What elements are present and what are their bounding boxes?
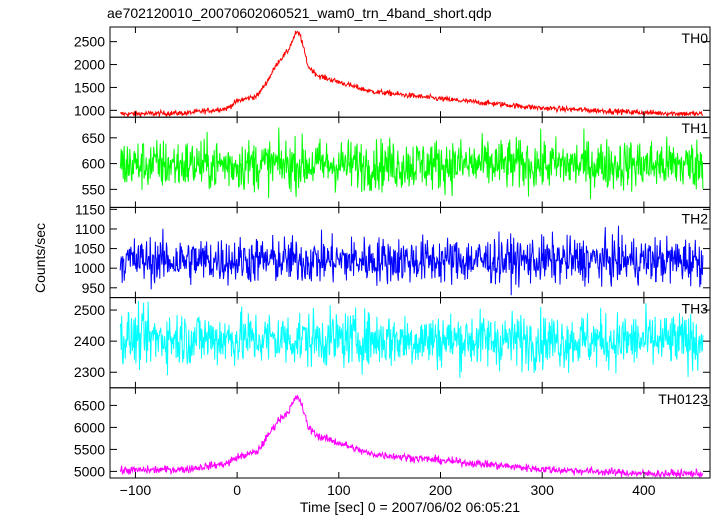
y-tick-label: 2500 — [74, 34, 105, 50]
x-tick-label: −100 — [120, 482, 152, 498]
y-tick-label: 5000 — [74, 463, 105, 479]
y-tick-label: 1100 — [75, 221, 105, 237]
series-line-th1 — [119, 127, 704, 200]
y-tick-label: 1000 — [74, 260, 105, 276]
y-tick-label: 2500 — [74, 302, 105, 318]
panel-th3: 2300 2400 2500 TH3 — [74, 297, 711, 389]
x-tick-label: 400 — [632, 482, 656, 498]
y-tick-label: 1150 — [75, 201, 105, 217]
panel-label: TH3 — [682, 301, 709, 317]
panel-label: TH1 — [682, 120, 709, 136]
y-tick-label: 550 — [82, 181, 106, 197]
y-tick-label: 2400 — [74, 333, 105, 349]
series-line-th2 — [119, 225, 704, 296]
panel-th1: 550 600 650 TH1 — [82, 116, 711, 208]
chart-title: ae702120010_20070602060521_wam0_trn_4ban… — [107, 5, 492, 21]
x-tick-label: 100 — [327, 482, 351, 498]
y-tick-label: 600 — [82, 156, 106, 172]
panel-label: TH0 — [682, 30, 709, 46]
y-tick-label: 950 — [82, 280, 106, 296]
y-tick-label: 6500 — [74, 397, 105, 413]
panel-frame — [109, 26, 711, 118]
y-tick-label: 1500 — [74, 79, 105, 95]
y-tick-label: 5500 — [74, 441, 105, 457]
series-line-th0123 — [119, 394, 704, 478]
panel-th2: 950 1000 1050 1100 1150 TH2 — [74, 201, 711, 299]
y-tick-label: 1050 — [74, 241, 105, 257]
series-line-th0 — [119, 30, 704, 118]
panel-frame — [109, 387, 711, 479]
x-tick-label: 200 — [429, 482, 453, 498]
x-tick-label: 0 — [233, 482, 241, 498]
x-tick-label: 300 — [531, 482, 555, 498]
y-tick-label: 650 — [82, 130, 106, 146]
panel-th0: 1000 1500 2000 2500 TH0 — [74, 26, 711, 118]
y-tick-label: 2000 — [74, 57, 105, 73]
y-tick-label: 1000 — [74, 102, 105, 118]
x-axis-title: Time [sec] 0 = 2007/06/02 06:05:21 — [300, 499, 520, 515]
panel-th0123: 5000 5500 6000 6500 TH0123 — [74, 387, 711, 479]
y-axis-title: Counts/sec — [32, 223, 48, 293]
series-line-th3 — [119, 300, 704, 378]
y-tick-label: 2300 — [74, 364, 105, 380]
y-tick-label: 6000 — [74, 419, 105, 435]
panel-label: TH2 — [682, 210, 709, 226]
panel-label: TH0123 — [658, 391, 708, 407]
x-tick-labels: −100 0 100 200 300 400 — [120, 482, 656, 498]
